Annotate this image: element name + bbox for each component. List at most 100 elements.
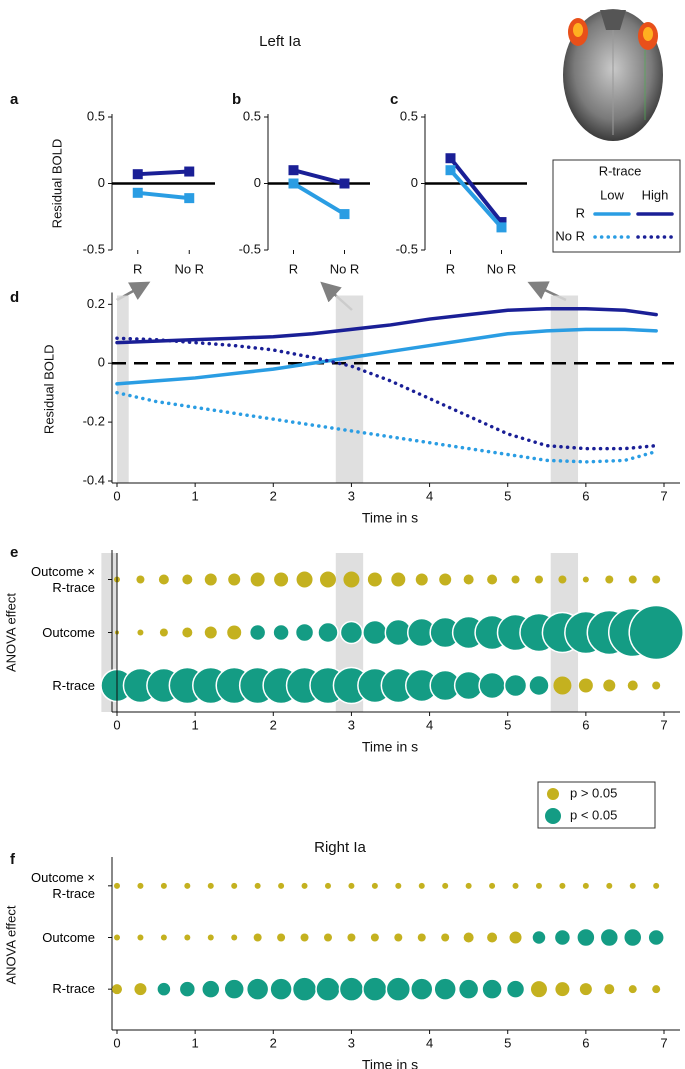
- effect-bubble: [294, 622, 315, 643]
- effect-bubble: [245, 977, 270, 1001]
- y-tick-label: -0.5: [239, 241, 261, 256]
- x-tick-label: 3: [348, 1035, 355, 1050]
- legend-column: High: [642, 187, 669, 202]
- y-axis-label: Residual BOLD: [41, 344, 56, 434]
- y-tick-label: 0.5: [400, 108, 418, 123]
- x-tick-label: 0: [113, 1035, 120, 1050]
- effect-bubble: [207, 882, 214, 889]
- x-tick-label: 5: [504, 488, 511, 503]
- effect-bubble: [338, 976, 365, 1002]
- effect-bubble: [323, 933, 332, 942]
- x-tick-label: 1: [192, 488, 199, 503]
- effect-bubble: [503, 673, 528, 698]
- effect-bubble: [652, 985, 661, 994]
- effect-bubble: [114, 882, 120, 889]
- x-tick-label: R: [289, 261, 298, 276]
- effect-bubble: [531, 929, 547, 946]
- effect-bubble: [137, 934, 144, 941]
- panel-letter: f: [10, 851, 16, 868]
- mean-marker: [445, 153, 456, 164]
- x-tick-label: 7: [660, 488, 667, 503]
- effect-bubble: [465, 882, 472, 889]
- effect-bubble: [269, 977, 293, 1001]
- effect-bubble: [415, 573, 428, 586]
- x-tick-label: 5: [504, 1035, 511, 1050]
- x-tick-label: 0: [113, 717, 120, 732]
- effect-bubble: [534, 575, 543, 584]
- panel-letter: d: [10, 289, 19, 306]
- x-tick-label: 0: [113, 488, 120, 503]
- effect-bubble: [410, 977, 434, 1001]
- series-line: [135, 190, 192, 201]
- effect-bubble: [628, 604, 684, 661]
- effect-bubble: [137, 882, 144, 889]
- x-tick-label: 2: [270, 717, 277, 732]
- effect-bubble: [272, 623, 290, 642]
- effect-bubble: [418, 882, 425, 889]
- effect-bubble: [530, 981, 547, 998]
- effect-bubble: [629, 882, 636, 889]
- effect-bubble: [347, 933, 356, 942]
- effect-bubble: [160, 882, 167, 889]
- legend-title: R-trace: [599, 163, 642, 178]
- panel-letter: b: [232, 91, 241, 108]
- effect-bubble: [558, 575, 567, 584]
- figure-title: Left Ia: [259, 33, 301, 50]
- x-tick-label: 6: [582, 1035, 589, 1050]
- effect-bubble: [343, 571, 360, 588]
- effect-bubble: [300, 933, 309, 942]
- panel-letter: e: [10, 544, 18, 561]
- legend-row: R: [576, 205, 585, 220]
- series-line: [448, 168, 504, 230]
- effect-bubble: [348, 882, 355, 889]
- effect-bubble: [439, 573, 452, 586]
- effect-bubble: [627, 680, 638, 691]
- legend-column: Low: [600, 187, 624, 202]
- effect-bubble: [160, 934, 167, 941]
- mean-marker: [339, 209, 350, 220]
- legend-label: p < 0.05: [570, 807, 617, 822]
- effect-bubble: [112, 984, 122, 995]
- effect-bubble: [582, 576, 589, 583]
- effect-bubble: [463, 574, 474, 585]
- effect-bubble: [505, 979, 526, 999]
- effect-bubble: [296, 571, 313, 588]
- highlight-window: [550, 295, 579, 483]
- row-label: Outcome × R-trace: [31, 563, 95, 595]
- effect-bubble: [231, 882, 238, 889]
- legend-marker: [545, 808, 561, 824]
- effect-bubble: [159, 628, 168, 637]
- effect-bubble: [442, 882, 449, 889]
- effect-bubble: [362, 619, 388, 646]
- effect-bubble: [653, 882, 660, 889]
- effect-bubble: [394, 933, 403, 942]
- x-tick-label: 6: [582, 717, 589, 732]
- row-label: R-trace: [52, 981, 95, 997]
- x-tick-label: 4: [426, 488, 433, 503]
- x-tick-label: 2: [270, 488, 277, 503]
- mean-marker: [132, 187, 143, 198]
- effect-bubble: [528, 674, 550, 697]
- effect-bubble: [367, 572, 382, 587]
- effect-bubble: [511, 575, 520, 584]
- effect-bubble: [184, 882, 191, 889]
- effect-bubble: [553, 676, 572, 695]
- mean-marker: [132, 169, 143, 180]
- x-tick-label: 1: [192, 717, 199, 732]
- effect-bubble: [277, 933, 286, 942]
- effect-bubble: [228, 573, 241, 586]
- effect-bubble: [231, 934, 238, 941]
- panel-letter: a: [10, 91, 19, 108]
- effect-bubble: [647, 928, 665, 947]
- effect-bubble: [201, 979, 221, 999]
- effect-bubble: [579, 983, 592, 996]
- mean-marker: [339, 178, 350, 189]
- effect-bubble: [114, 934, 120, 941]
- y-tick-label: -0.5: [83, 241, 105, 256]
- effect-bubble: [362, 976, 388, 1002]
- effect-bubble: [417, 933, 426, 942]
- series-line: [448, 156, 504, 225]
- effect-bubble: [652, 681, 661, 690]
- series-line: [115, 307, 658, 345]
